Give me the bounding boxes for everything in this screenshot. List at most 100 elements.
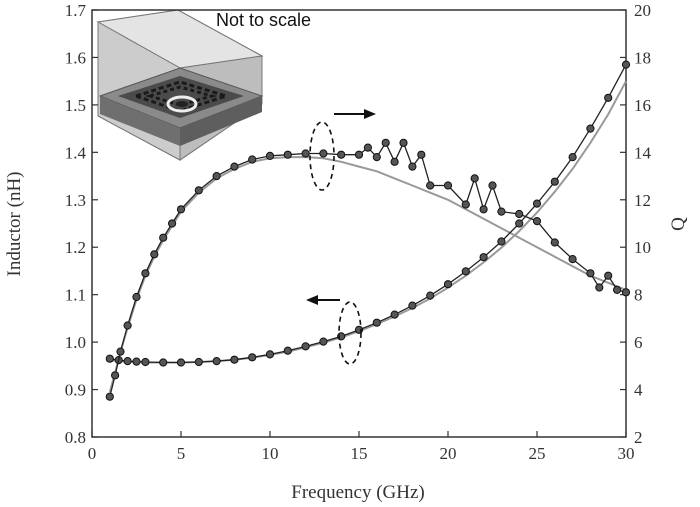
data-point-right: [488, 181, 497, 190]
data-point-right: [568, 255, 577, 264]
data-point-right: [176, 205, 186, 214]
data-point-left: [105, 354, 114, 363]
data-point-right: [123, 321, 132, 330]
data-point-right: [116, 347, 125, 356]
data-point-right: [372, 153, 381, 162]
x-tick-label: 20: [440, 444, 457, 463]
data-point-right: [212, 172, 221, 181]
data-point-left: [283, 346, 292, 355]
data-point-right: [248, 155, 257, 164]
inset-note-label: Not to scale: [216, 10, 311, 30]
data-point-left: [132, 357, 141, 366]
x-tick-label: 15: [351, 444, 368, 463]
data-point-right: [586, 269, 595, 278]
y-tick-label-left: 1.0: [65, 333, 86, 352]
inductance-series-indicator: [306, 295, 362, 365]
data-point-right: [613, 285, 622, 294]
data-point-left: [176, 358, 186, 367]
data-point-right: [443, 181, 453, 190]
y-tick-label-right: 10: [634, 238, 651, 257]
x-tick-label: 25: [529, 444, 546, 463]
model-curve-right: [108, 156, 627, 393]
data-point-left: [319, 337, 328, 346]
y-tick-label-left: 1.7: [65, 1, 87, 20]
data-point-right: [532, 217, 542, 226]
data-point-right: [381, 138, 390, 147]
x-tick-label: 30: [618, 444, 635, 463]
y-tick-label-right: 16: [634, 96, 651, 115]
data-point-left: [265, 350, 275, 359]
data-point-right: [426, 181, 435, 190]
data-point-right: [399, 138, 408, 147]
data-point-left: [194, 357, 203, 367]
data-point-left: [212, 357, 221, 366]
data-point-left: [497, 237, 506, 246]
y-axis-title-left: Inductor (nH): [4, 172, 25, 277]
data-point-right: [550, 238, 559, 247]
data-point-right: [150, 250, 159, 259]
x-tick-label: 10: [262, 444, 279, 463]
data-point-left: [621, 60, 631, 69]
y-tick-label-right: 8: [634, 286, 643, 305]
y-tick-label-left: 1.2: [65, 238, 86, 257]
data-point-left: [443, 280, 453, 289]
data-point-right: [337, 150, 346, 159]
y-tick-label-right: 18: [634, 48, 651, 67]
inductance-dashed-ellipse: [338, 301, 362, 365]
data-point-left: [604, 93, 613, 102]
y-tick-label-right: 20: [634, 1, 651, 20]
data-point-right: [168, 219, 177, 228]
data-point-left: [372, 318, 381, 327]
data-point-left: [230, 355, 239, 364]
x-tick-label: 0: [88, 444, 97, 463]
data-point-left: [390, 310, 399, 319]
data-points: [105, 60, 631, 401]
data-point-right: [265, 151, 275, 160]
data-point-left: [123, 357, 132, 366]
data-point-right: [283, 150, 292, 159]
data-point-right: [141, 269, 150, 278]
data-point-left: [248, 353, 257, 362]
data-point-left: [461, 267, 470, 276]
y-tick-label-left: 0.9: [65, 381, 86, 400]
data-point-left: [426, 291, 435, 300]
q-series-indicator: [309, 109, 376, 191]
y-tick-label-right: 2: [634, 428, 643, 447]
y-tick-label-left: 1.6: [65, 48, 86, 67]
data-point-left: [159, 358, 168, 367]
data-point-left: [568, 153, 577, 162]
data-point-right: [363, 143, 372, 152]
y-tick-label-right: 6: [634, 333, 643, 352]
data-point-right: [479, 205, 488, 214]
y-tick-label-left: 1.5: [65, 96, 86, 115]
data-point-right: [515, 209, 524, 219]
package-3d-inset-icon: [96, 9, 264, 161]
y-tick-label-left: 1.1: [65, 286, 86, 305]
data-point-right: [390, 157, 399, 166]
axes-ticks: 0 5 10 15 20 25 30 0.8 0.9 1.0 1.1 1.2 1.3 1.4 1.5 1.6 1…: [65, 1, 652, 463]
data-point-right: [319, 149, 328, 158]
data-point-right: [461, 200, 470, 209]
data-point-left: [515, 219, 524, 228]
x-tick-label: 5: [177, 444, 186, 463]
data-point-right: [354, 150, 364, 159]
y-axis-title-right: Q: [668, 217, 689, 231]
data-point-right: [301, 149, 310, 158]
data-point-left: [550, 177, 559, 186]
data-point-right: [497, 207, 506, 216]
data-point-right: [111, 371, 120, 380]
data-point-left: [141, 357, 150, 367]
y-tick-label-left: 1.4: [65, 143, 87, 162]
y-tick-label-right: 4: [634, 381, 643, 400]
y-tick-label-left: 0.8: [65, 428, 86, 447]
data-point-left: [586, 124, 595, 133]
data-point-right: [194, 186, 203, 195]
data-point-left: [301, 342, 310, 351]
q-dashed-ellipse: [309, 121, 335, 191]
x-axis-title: Frequency (GHz): [291, 482, 424, 503]
data-point-left: [479, 253, 488, 262]
y-tick-label-left: 1.3: [65, 191, 86, 210]
data-point-right: [417, 150, 426, 159]
data-point-right: [408, 162, 417, 171]
